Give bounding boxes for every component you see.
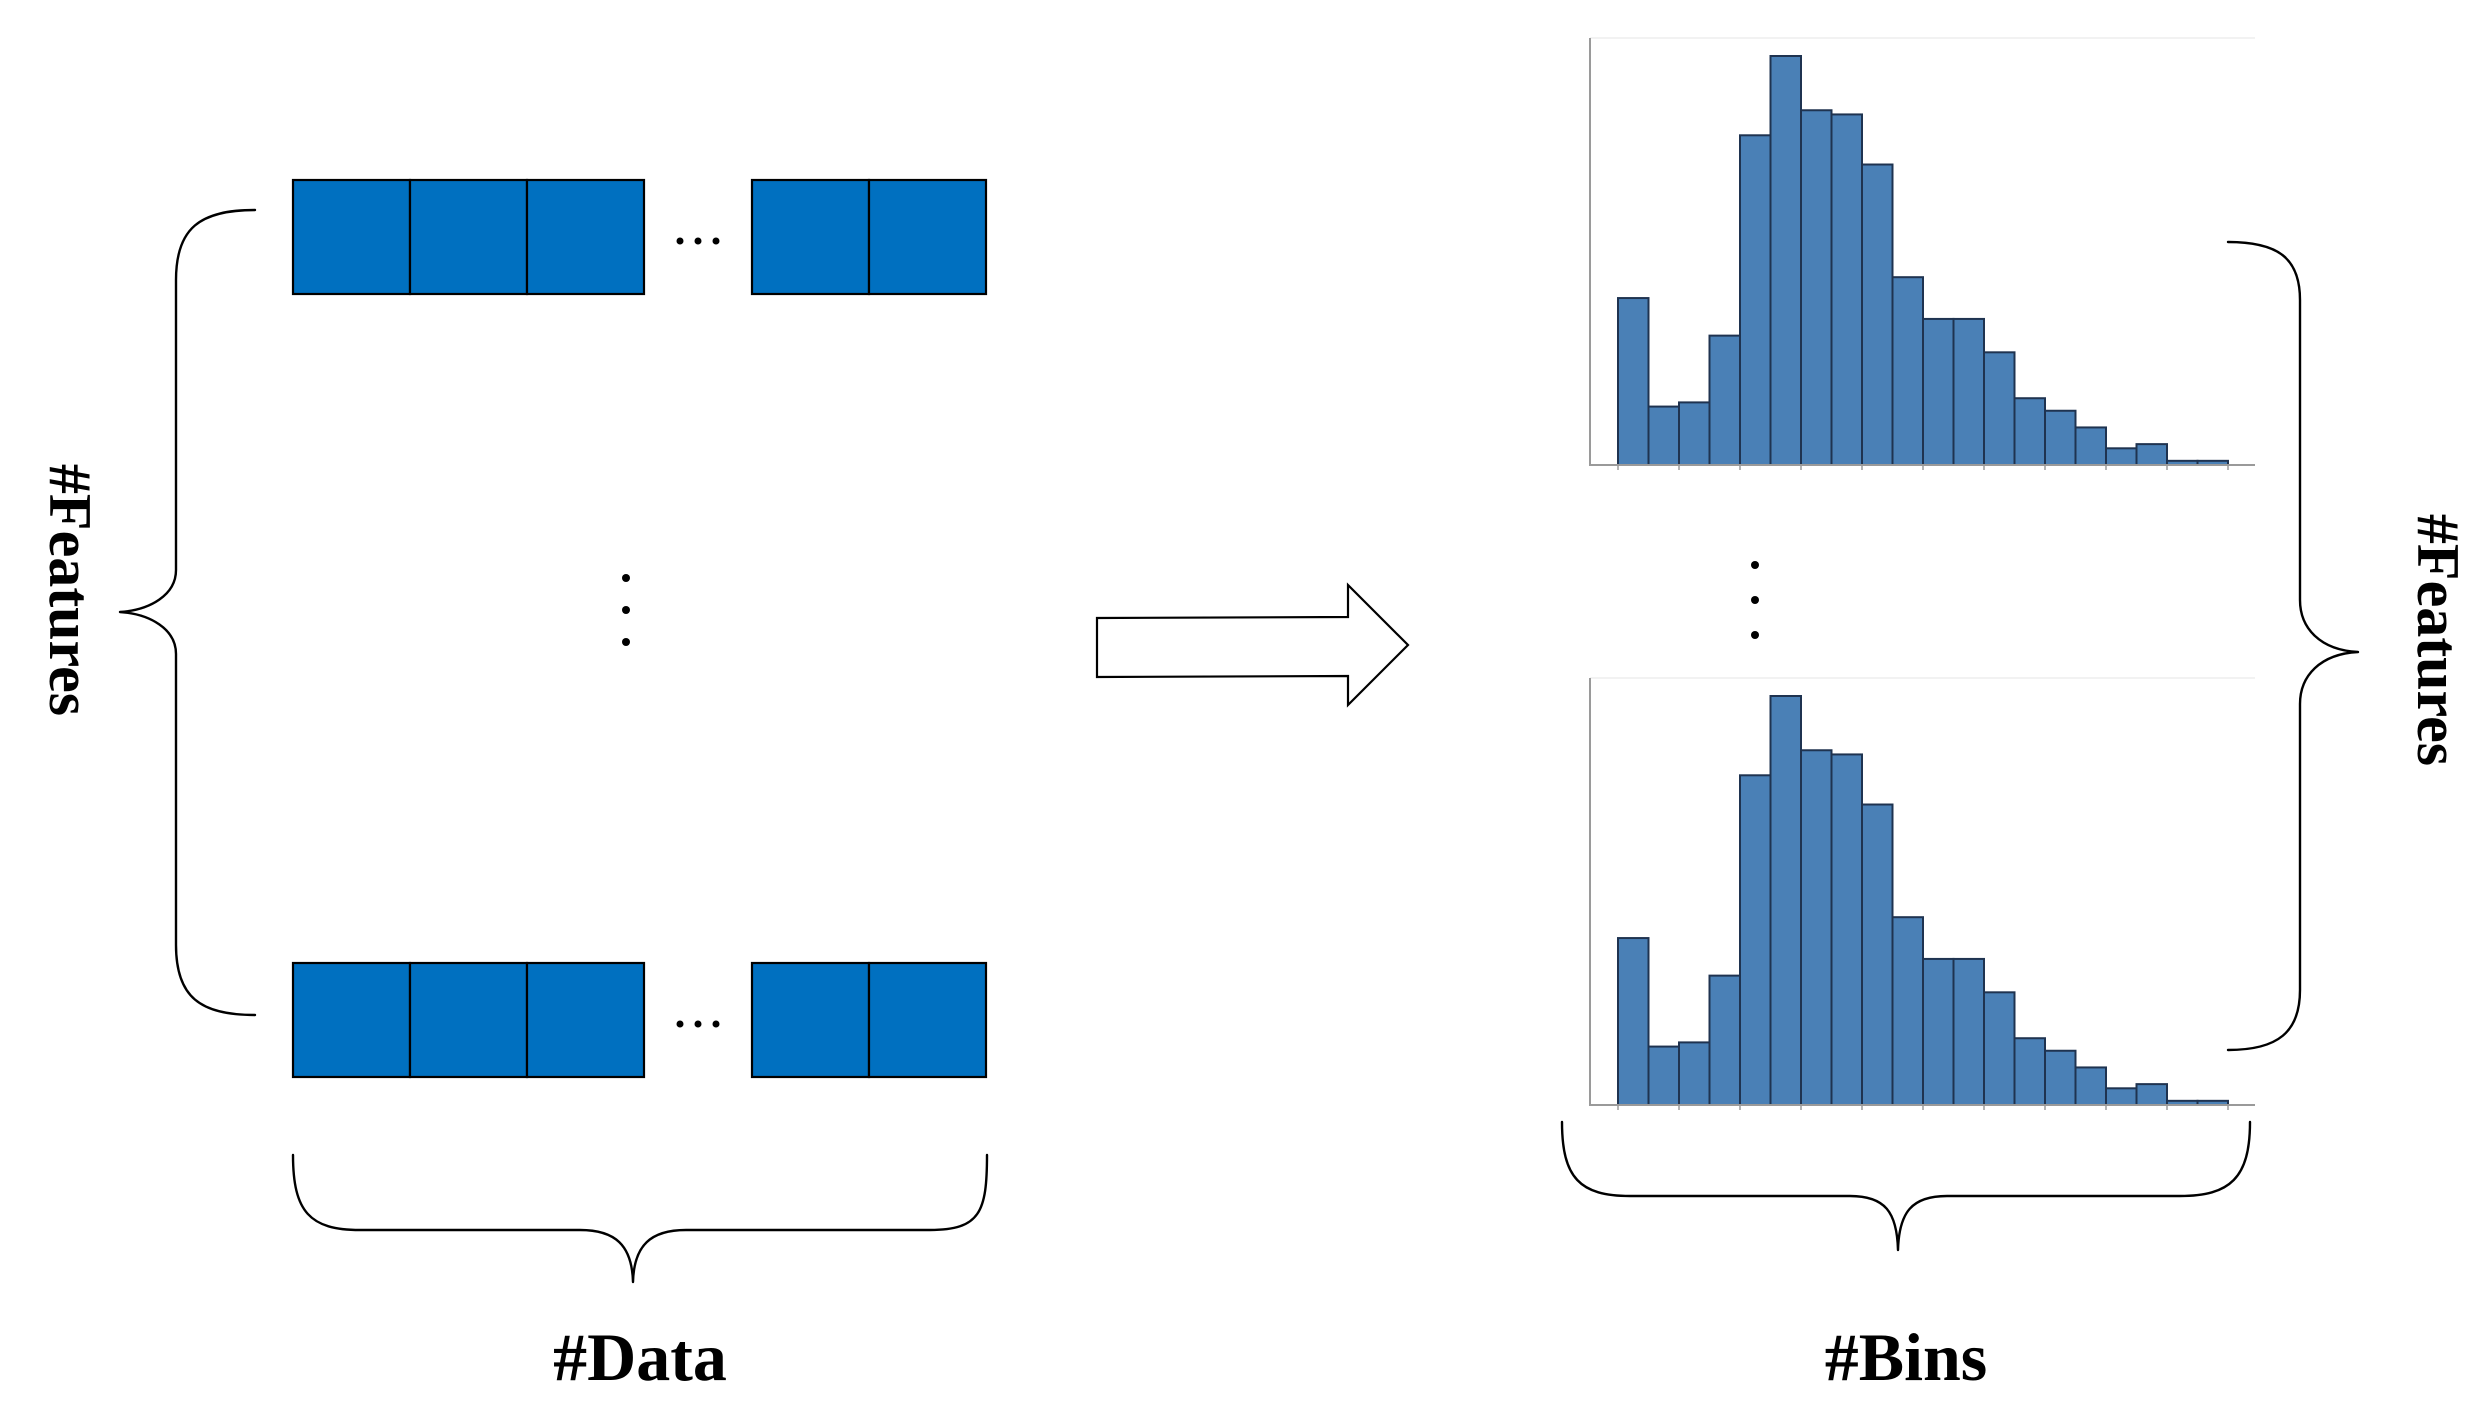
data-row bbox=[291, 961, 988, 1079]
data-cell bbox=[525, 961, 646, 1079]
histogram-axes bbox=[1589, 38, 2255, 466]
histogram-bar bbox=[1739, 134, 1772, 466]
histogram-bar bbox=[1708, 334, 1741, 466]
histogram-bar bbox=[1800, 109, 1833, 467]
histogram-bar bbox=[1830, 113, 1863, 467]
histogram-bar bbox=[1830, 753, 1863, 1107]
histogram-bar bbox=[2135, 443, 2168, 467]
histogram-bar bbox=[2135, 1083, 2168, 1107]
features-label-left: #Features bbox=[37, 464, 103, 716]
data-row bbox=[291, 178, 988, 296]
histogram-top bbox=[1589, 37, 2255, 470]
bins-label: #Bins bbox=[1825, 1319, 1988, 1395]
histogram-bar bbox=[1983, 991, 2016, 1107]
transform-arrow bbox=[1095, 582, 1410, 708]
data-brace bbox=[291, 1153, 989, 1284]
histogram-bar bbox=[1861, 163, 1894, 467]
data-cell bbox=[750, 178, 871, 296]
data-cell bbox=[291, 178, 412, 296]
histogram-bar bbox=[1617, 297, 1650, 466]
histogram-bar bbox=[2074, 426, 2107, 467]
histogram-bar bbox=[2013, 397, 2046, 466]
histogram-bar bbox=[1739, 774, 1772, 1106]
data-rows bbox=[291, 178, 988, 1079]
data-cell bbox=[867, 961, 988, 1079]
features-label-right: #Features bbox=[2405, 514, 2471, 766]
features-brace-left bbox=[118, 208, 257, 1017]
histogram-bar bbox=[1769, 55, 1802, 466]
data-cell bbox=[291, 961, 412, 1079]
histogram-bar bbox=[2074, 1066, 2107, 1106]
histogram-bar bbox=[1891, 916, 1924, 1106]
histogram-bar bbox=[1769, 695, 1802, 1106]
histogram-bottom bbox=[1589, 677, 2255, 1110]
histogram-axes bbox=[1589, 678, 2255, 1106]
data-cell bbox=[525, 178, 646, 296]
histogram-bar bbox=[2105, 1087, 2138, 1107]
histogram-bar bbox=[2044, 409, 2077, 467]
row-ellipsis bbox=[622, 574, 630, 646]
histogram-bar bbox=[1678, 1041, 1711, 1106]
histogram-bar bbox=[1891, 276, 1924, 466]
histogram-ellipsis bbox=[1751, 561, 1759, 639]
histogram-bar bbox=[1678, 401, 1711, 466]
histogram-bar bbox=[1952, 317, 1985, 466]
data-cell bbox=[408, 178, 529, 296]
histogram-bar bbox=[1647, 405, 1680, 467]
cell-ellipsis bbox=[676, 237, 720, 245]
histogram-bar bbox=[2013, 1037, 2046, 1106]
bins-brace bbox=[1560, 1120, 2252, 1252]
histogram-bar bbox=[1617, 937, 1650, 1106]
histogram-bar bbox=[1922, 317, 1955, 466]
data-cell bbox=[750, 961, 871, 1079]
histogram-bar bbox=[1861, 803, 1894, 1106]
cell-ellipsis bbox=[676, 1020, 720, 1028]
histogram-bar bbox=[2105, 447, 2138, 466]
histogram-bar bbox=[1800, 749, 1833, 1107]
histogram-bar bbox=[1952, 957, 1985, 1107]
features-brace-right bbox=[2226, 240, 2360, 1052]
histogram-bar bbox=[1708, 974, 1741, 1106]
data-cell bbox=[867, 178, 988, 296]
data-label: #Data bbox=[553, 1319, 727, 1395]
histogram-bar bbox=[1647, 1045, 1680, 1106]
data-cell bbox=[408, 961, 529, 1079]
histogram-bar bbox=[2044, 1049, 2077, 1106]
histogram-bar bbox=[1922, 957, 1955, 1107]
histogram-bar bbox=[1983, 351, 2016, 466]
